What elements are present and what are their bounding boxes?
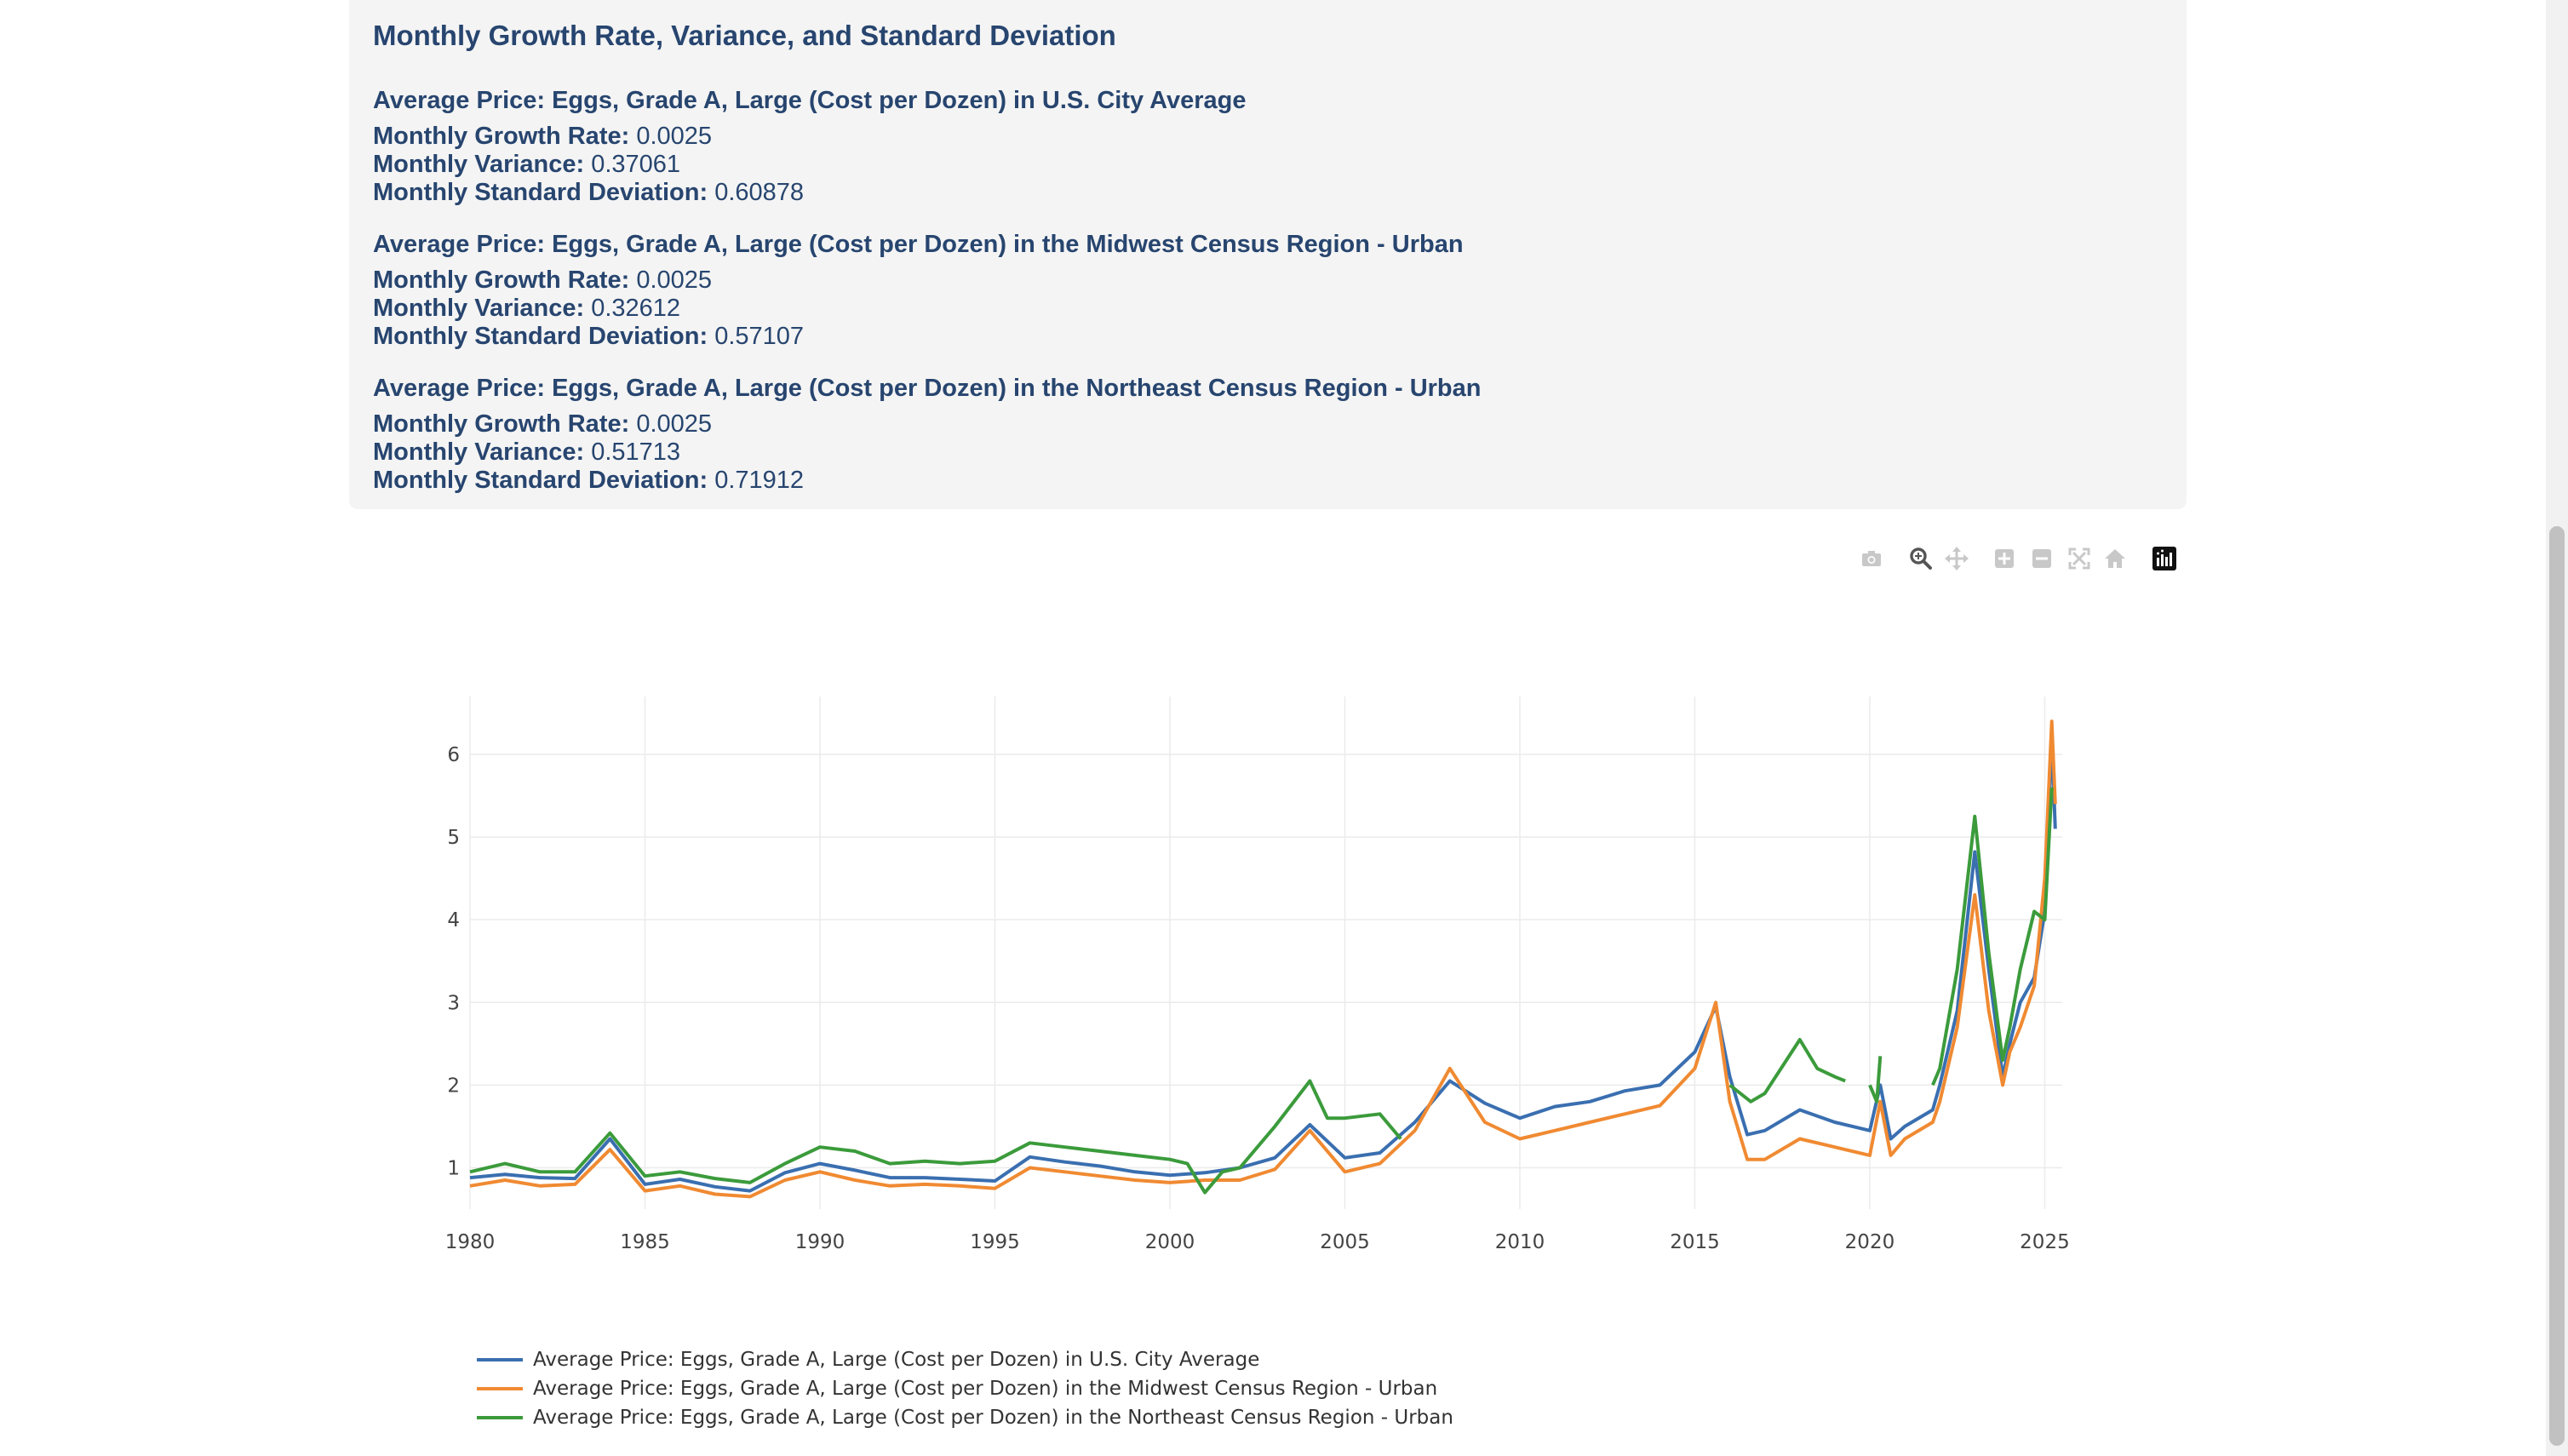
pan-icon[interactable] xyxy=(1941,542,1972,576)
legend-swatch xyxy=(477,1358,523,1361)
legend-item[interactable]: Average Price: Eggs, Grade A, Large (Cos… xyxy=(477,1374,1453,1403)
series-line-1 xyxy=(469,719,2057,1199)
series-name: Average Price: Eggs, Grade A, Large (Cos… xyxy=(373,87,1247,114)
legend-label: Average Price: Eggs, Grade A, Large (Cos… xyxy=(533,1378,1438,1400)
growth-rate-value: 0.0025 xyxy=(636,410,713,438)
autoscale-icon[interactable] xyxy=(2064,542,2095,576)
series-line-0 xyxy=(469,736,2057,1193)
x-tick-label: 1985 xyxy=(620,1231,670,1253)
y-axis: 1 2 3 4 5 6 xyxy=(447,744,460,1179)
zoom-out-icon[interactable] xyxy=(2026,542,2057,576)
series-name: Average Price: Eggs, Grade A, Large (Cos… xyxy=(373,231,1464,258)
growth-rate-label: Monthly Growth Rate: xyxy=(373,267,630,294)
y-tick-label: 3 xyxy=(447,992,460,1014)
growth-rate-value: 0.0025 xyxy=(636,123,713,150)
series-lines xyxy=(469,719,2057,1199)
series-name: Average Price: Eggs, Grade A, Large (Cos… xyxy=(373,375,1482,402)
variance-value: 0.32612 xyxy=(591,295,681,322)
x-tick-label: 1995 xyxy=(970,1231,1020,1253)
variance-label: Monthly Variance: xyxy=(373,151,585,178)
home-icon[interactable] xyxy=(2100,542,2130,576)
stats-panel: Monthly Growth Rate, Variance, and Stand… xyxy=(349,0,2187,509)
chart-legend: Average Price: Eggs, Grade A, Large (Cos… xyxy=(477,1345,1453,1432)
std-dev-line: Monthly Standard Deviation: 0.60878 xyxy=(373,179,2163,207)
x-tick-label: 2000 xyxy=(1145,1231,1195,1253)
series-line-2 xyxy=(469,787,2054,1195)
legend-item[interactable]: Average Price: Eggs, Grade A, Large (Cos… xyxy=(477,1403,1453,1432)
std-dev-label: Monthly Standard Deviation: xyxy=(373,179,708,206)
growth-rate-line: Monthly Growth Rate: 0.0025 xyxy=(373,267,2163,295)
camera-icon[interactable] xyxy=(1856,542,1887,576)
variance-line: Monthly Variance: 0.37061 xyxy=(373,151,2163,179)
y-tick-label: 5 xyxy=(447,827,460,849)
variance-label: Monthly Variance: xyxy=(373,295,585,322)
legend-swatch xyxy=(477,1387,523,1390)
growth-rate-line: Monthly Growth Rate: 0.0025 xyxy=(373,123,2163,151)
x-axis: 1980 1985 1990 1995 2000 2005 2010 2015 2020 2025 xyxy=(445,1231,2070,1253)
growth-rate-line: Monthly Growth Rate: 0.0025 xyxy=(373,410,2163,439)
zoom-icon[interactable] xyxy=(1906,542,1936,576)
panel-title: Monthly Growth Rate, Variance, and Stand… xyxy=(373,20,1116,51)
std-dev-value: 0.71912 xyxy=(714,467,805,494)
y-tick-label: 1 xyxy=(447,1157,460,1179)
y-tick-label: 4 xyxy=(447,909,460,931)
std-dev-value: 0.60878 xyxy=(714,179,805,206)
x-tick-label: 2015 xyxy=(1670,1231,1720,1253)
x-tick-label: 2025 xyxy=(2020,1231,2070,1253)
growth-rate-label: Monthly Growth Rate: xyxy=(373,410,630,438)
growth-rate-value: 0.0025 xyxy=(636,267,713,294)
series-stats-block: Average Price: Eggs, Grade A, Large (Cos… xyxy=(373,371,2163,495)
variance-value: 0.51713 xyxy=(591,439,681,466)
variance-label: Monthly Variance: xyxy=(373,439,585,466)
std-dev-line: Monthly Standard Deviation: 0.71912 xyxy=(373,467,2163,495)
y-tick-label: 2 xyxy=(447,1075,460,1097)
legend-label: Average Price: Eggs, Grade A, Large (Cos… xyxy=(533,1407,1453,1429)
std-dev-value: 0.57107 xyxy=(714,323,805,350)
std-dev-label: Monthly Standard Deviation: xyxy=(373,467,708,494)
series-stats-block: Average Price: Eggs, Grade A, Large (Cos… xyxy=(373,83,2163,207)
variance-line: Monthly Variance: 0.32612 xyxy=(373,295,2163,323)
zoom-in-icon[interactable] xyxy=(1989,542,2020,576)
legend-label: Average Price: Eggs, Grade A, Large (Cos… xyxy=(533,1349,1260,1371)
x-tick-label: 1990 xyxy=(795,1231,845,1253)
std-dev-line: Monthly Standard Deviation: 0.57107 xyxy=(373,323,2163,351)
x-tick-label: 2005 xyxy=(1320,1231,1370,1253)
legend-swatch xyxy=(477,1416,523,1419)
variance-line: Monthly Variance: 0.51713 xyxy=(373,439,2163,467)
chart-grid xyxy=(469,696,2062,1209)
legend-item[interactable]: Average Price: Eggs, Grade A, Large (Cos… xyxy=(477,1345,1453,1374)
growth-rate-label: Monthly Growth Rate: xyxy=(373,123,630,150)
scrollbar-thumb[interactable] xyxy=(2549,526,2565,1446)
variance-value: 0.37061 xyxy=(591,151,681,178)
y-tick-label: 6 xyxy=(447,744,460,766)
plotly-logo-icon[interactable] xyxy=(2149,542,2180,576)
line-chart: 1 2 3 4 5 6 1980 1985 1990 1995 2000 2005 2010 2015 2… xyxy=(445,696,2070,1253)
std-dev-label: Monthly Standard Deviation: xyxy=(373,323,708,350)
x-tick-label: 2020 xyxy=(1845,1231,1895,1253)
x-tick-label: 2010 xyxy=(1495,1231,1545,1253)
series-stats-block: Average Price: Eggs, Grade A, Large (Cos… xyxy=(373,227,2163,351)
x-tick-label: 1980 xyxy=(445,1231,496,1253)
